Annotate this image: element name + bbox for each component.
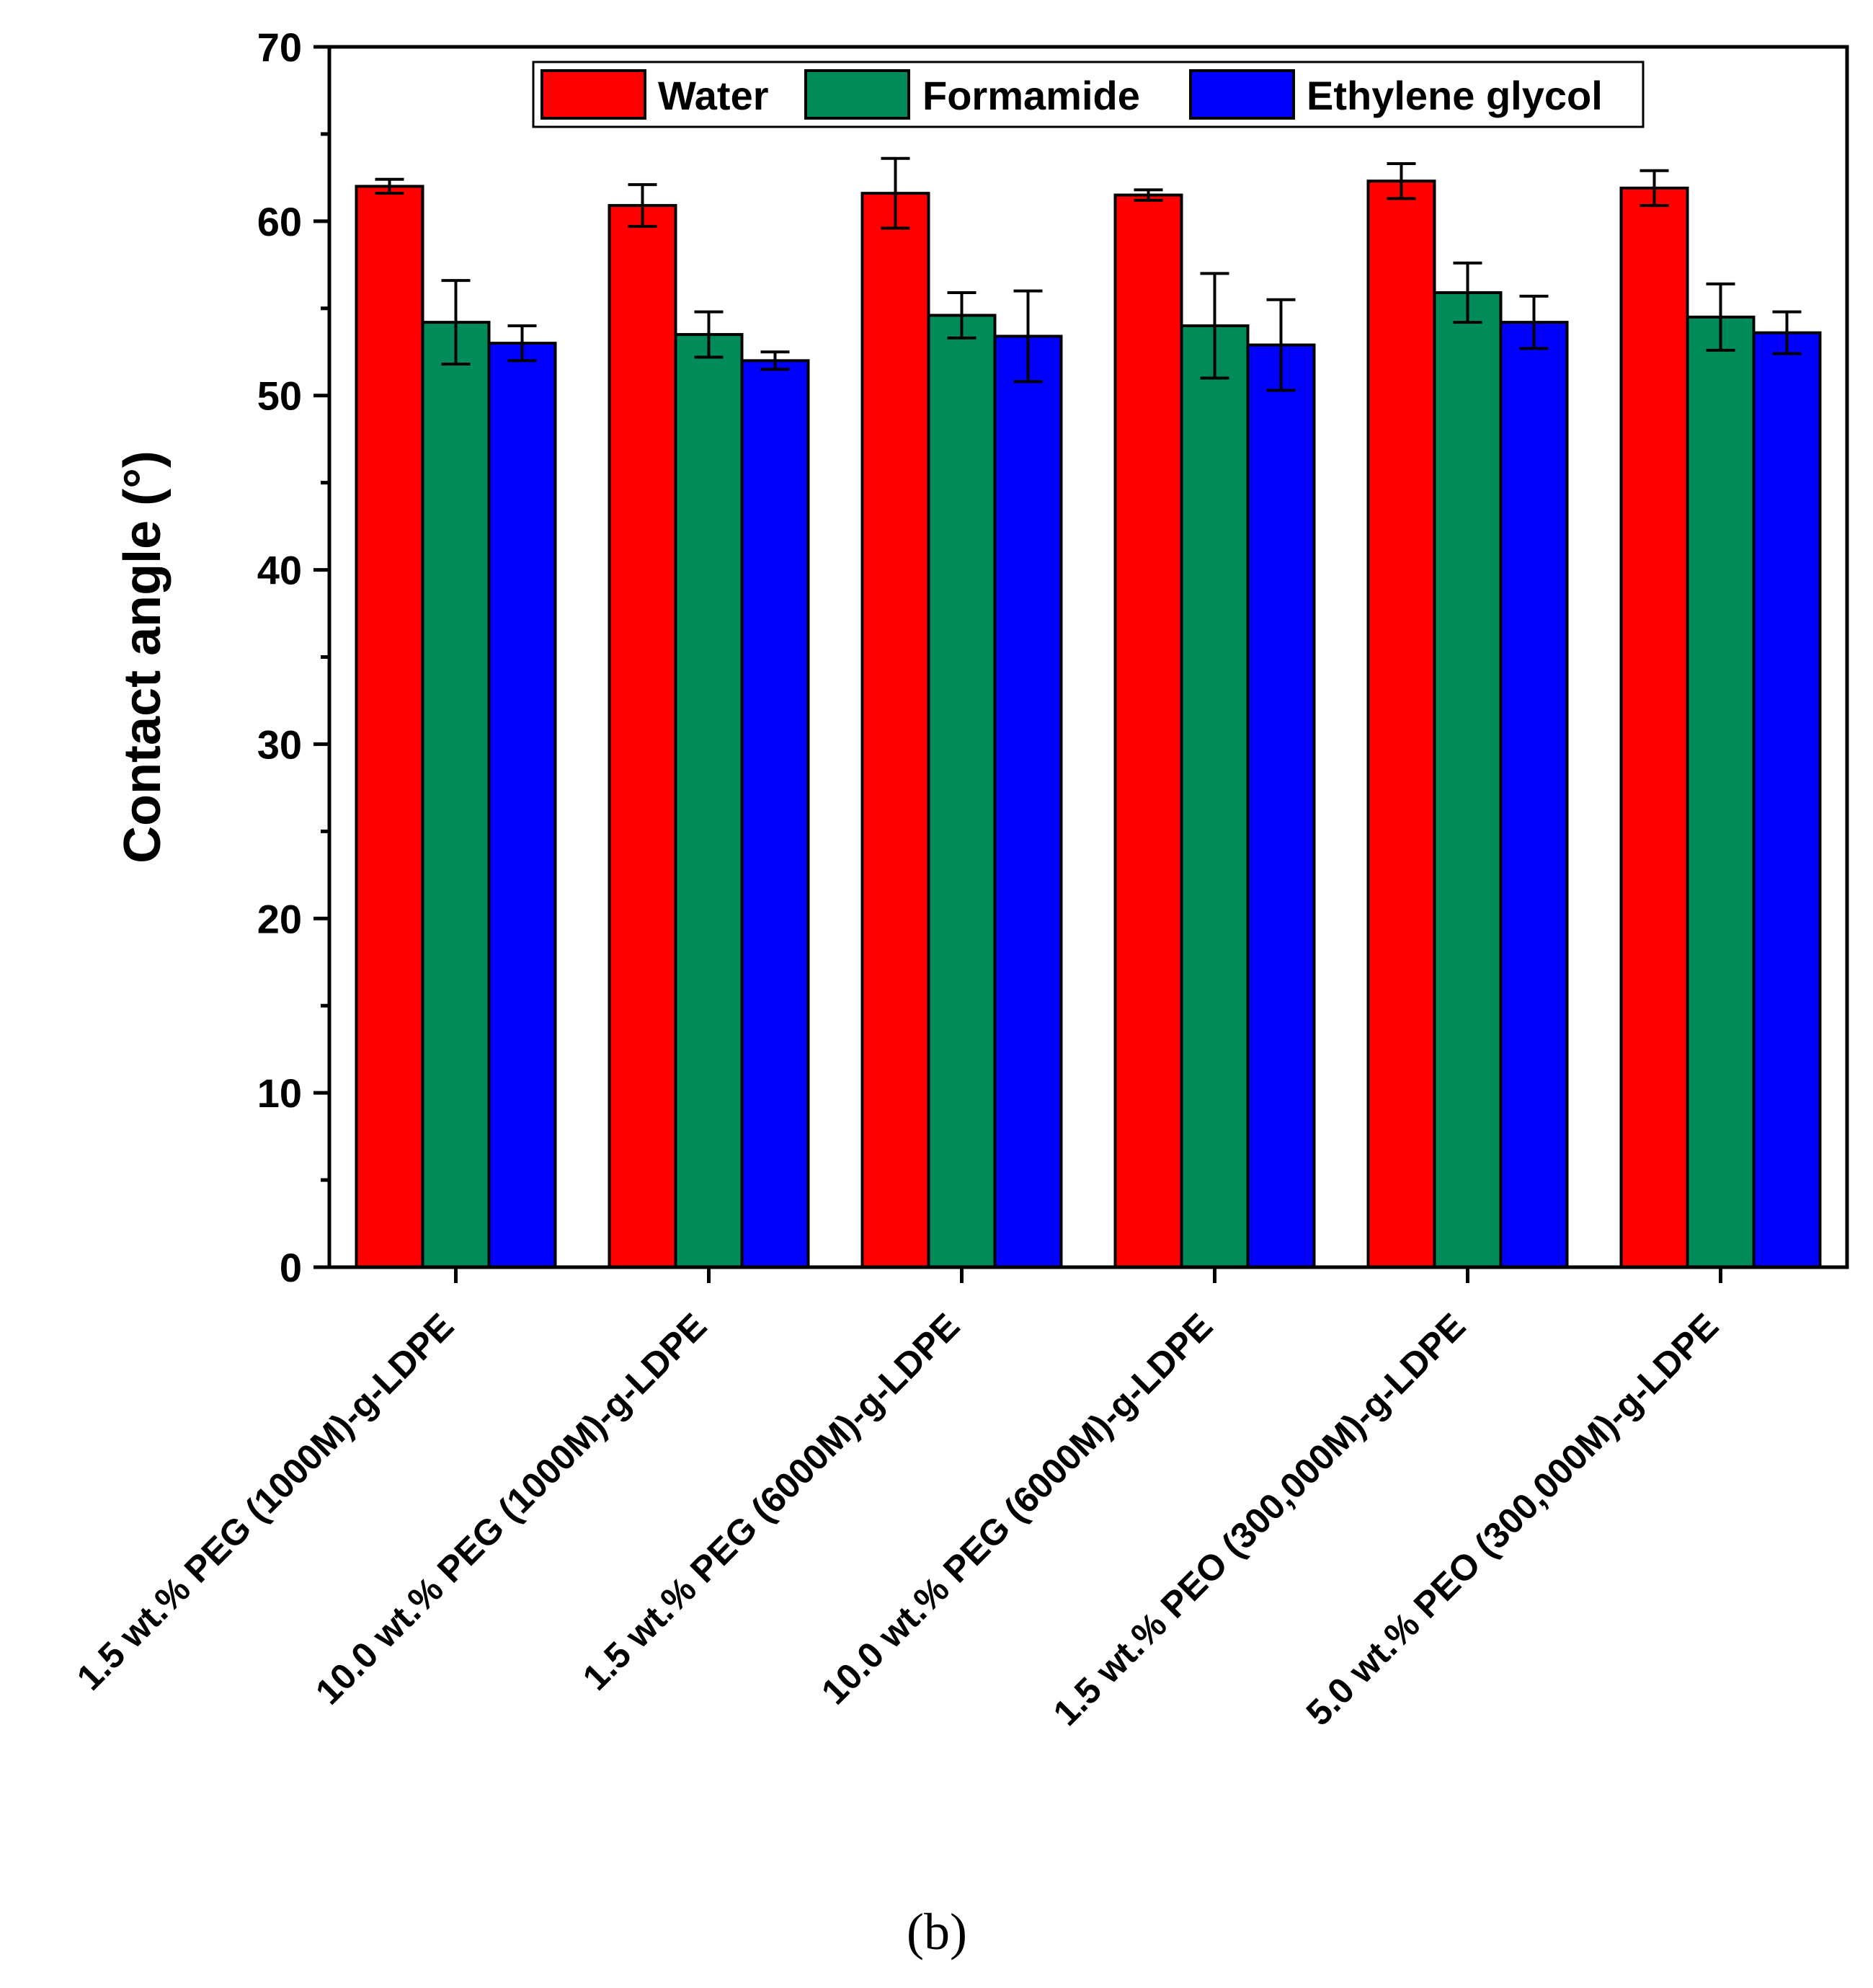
- legend-box: [532, 61, 1645, 128]
- bar-ethylene-glycol: [1499, 321, 1569, 1269]
- bar-water: [355, 185, 424, 1269]
- bar-formamide: [674, 333, 744, 1269]
- legend-label: Ethylene glycol: [1307, 73, 1603, 118]
- bar-ethylene-glycol: [487, 342, 557, 1269]
- bar-formamide: [1433, 291, 1503, 1269]
- legend-label: Formamide: [922, 73, 1140, 118]
- bar-water: [1619, 186, 1689, 1269]
- bar-water: [860, 192, 930, 1269]
- legend-swatch: [804, 69, 910, 120]
- bar-ethylene-glycol: [1752, 331, 1822, 1269]
- legend-swatch: [1189, 69, 1295, 120]
- legend-swatch: [540, 69, 646, 120]
- x-category-label: 10.0 wt.% PEG (1000M)-g-LDPE: [308, 1305, 714, 1712]
- legend: Water Formamide Ethylene glycol: [532, 61, 1645, 128]
- y-tick-label: 40: [257, 548, 302, 593]
- panel-label: (b): [907, 1903, 967, 1961]
- bar-formamide: [927, 314, 997, 1269]
- bar-formamide: [1180, 324, 1250, 1269]
- bars-layer: [355, 156, 1822, 1269]
- y-tick-label: 30: [257, 722, 302, 767]
- y-tick-label: 70: [257, 25, 302, 70]
- bar-formamide: [421, 321, 491, 1269]
- y-tick-label: 0: [280, 1245, 302, 1290]
- x-category-label: 10.0 wt.% PEG (6000M)-g-LDPE: [814, 1305, 1220, 1712]
- plot-frame: [327, 45, 1849, 1269]
- y-axis-ticks: 0 10 20 30 40 50 60 70: [257, 25, 329, 1290]
- bar-ethylene-glycol: [993, 334, 1063, 1269]
- y-axis-title: Contact angle (°): [114, 451, 172, 864]
- y-tick-label: 10: [257, 1070, 302, 1116]
- y-tick-label: 60: [257, 199, 302, 244]
- x-category-label: 1.5 wt.% PEO (300,000M)-g-LDPE: [1046, 1305, 1474, 1734]
- bar-ethylene-glycol: [1246, 343, 1316, 1269]
- bar-water: [1366, 179, 1436, 1269]
- x-category-label: 5.0 wt.% PEO (300,000M)-g-LDPE: [1299, 1305, 1727, 1734]
- y-tick-label: 20: [257, 896, 302, 941]
- bar-water: [1113, 193, 1183, 1269]
- bar-formamide: [1686, 315, 1756, 1269]
- bar-water: [608, 204, 677, 1269]
- bar-ethylene-glycol: [740, 359, 810, 1269]
- y-tick-label: 50: [257, 373, 302, 419]
- legend-label: Water: [658, 73, 769, 118]
